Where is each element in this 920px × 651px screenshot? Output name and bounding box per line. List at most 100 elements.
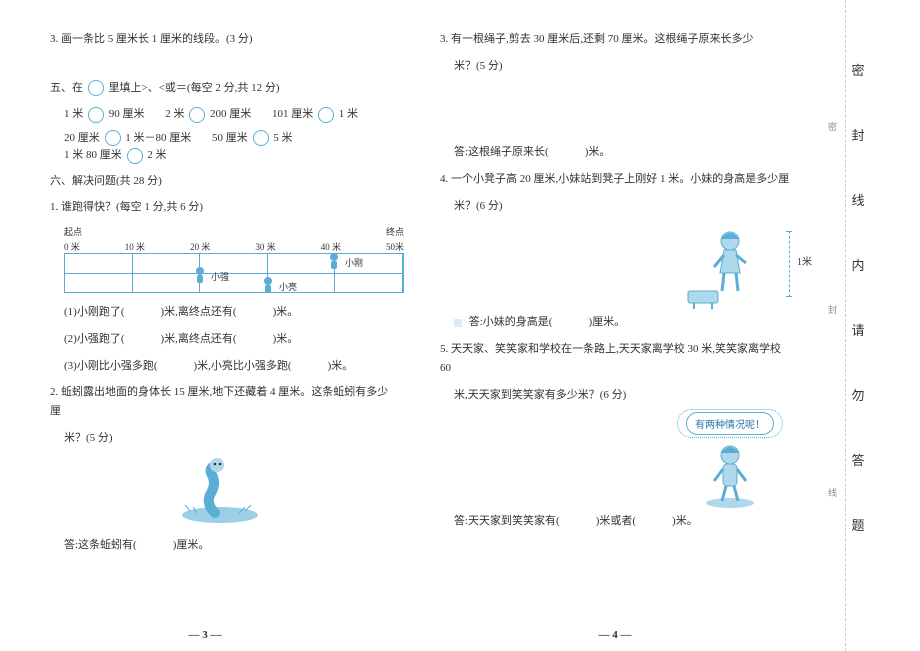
page-right: 3. 有一根绳子,剪去 30 厘米后,还剩 70 厘米。这根绳子原来长多少 米？… bbox=[410, 0, 820, 651]
circle-icon bbox=[189, 107, 205, 123]
margin-small-1: 密 bbox=[828, 120, 837, 133]
mc1: 密 bbox=[851, 60, 864, 79]
t: (1)小刚跑了( bbox=[64, 306, 125, 318]
comp-1b: 2 米 200 厘米 bbox=[165, 105, 251, 122]
q6-1: 1. 谁跑得快？(每空 1 分,共 6 分) bbox=[50, 198, 390, 217]
t: 答:这根绳子原来长( bbox=[454, 146, 549, 158]
runner-1-label: 小刚 bbox=[345, 256, 363, 269]
q4: 4. 一个小凳子高 20 厘米,小妹站到凳子上刚好 1 米。小妹的身高是多少厘 bbox=[440, 170, 790, 189]
t: )米,小亮比小强多跑( bbox=[194, 360, 292, 372]
t: )厘米。 bbox=[173, 539, 210, 551]
q4b: 米？(6 分) bbox=[440, 197, 790, 216]
comp-2b: 50 厘米 5 米 bbox=[212, 129, 293, 146]
circle-icon bbox=[318, 107, 334, 123]
comp-row-2: 20 厘米 1 米－80 厘米 50 厘米 5 米 1 米 80 厘米 2 米 bbox=[50, 129, 390, 164]
circle-icon bbox=[88, 107, 104, 123]
t: )米,离终点还有( bbox=[161, 306, 237, 318]
t: )米。 bbox=[672, 515, 698, 527]
q6-1-2: (2)小强跑了()米,离终点还有()米。 bbox=[50, 330, 390, 349]
nl-t2: 20 米 bbox=[190, 240, 210, 253]
boy-illustration: 有两种情况呢！ bbox=[670, 412, 790, 512]
t: 答:小妹的身高是( bbox=[469, 316, 553, 328]
mc8: 题 bbox=[851, 515, 864, 534]
nl-grid: 小刚 小强 小亮 bbox=[64, 253, 404, 293]
square-icon bbox=[454, 319, 462, 327]
runner-2: 小强 bbox=[191, 266, 211, 288]
comp-r: 2 米 bbox=[147, 149, 166, 161]
comp-l: 1 米 80 厘米 bbox=[64, 149, 122, 161]
worm-illustration bbox=[50, 455, 390, 528]
speech-bubble: 有两种情况呢！ bbox=[686, 412, 774, 435]
comp-2a: 20 厘米 1 米－80 厘米 bbox=[64, 129, 191, 146]
q3rb: 米？(5 分) bbox=[440, 57, 790, 76]
ans5: 答:天天家到笑笑家有( )米或者( )米。 bbox=[440, 512, 790, 531]
runner-3-label: 小亮 bbox=[279, 280, 297, 293]
t: )米,离终点还有( bbox=[161, 333, 237, 345]
comp-row-1: 1 米 90 厘米 2 米 200 厘米 101 厘米 1 米 bbox=[50, 105, 390, 122]
comp-2c: 1 米 80 厘米 2 米 bbox=[64, 146, 167, 163]
q5: 5. 天天家、笑笑家和学校在一条路上,天天家离学校 30 米,笑笑家离学校 60 bbox=[440, 340, 790, 377]
comp-l: 50 厘米 bbox=[212, 132, 248, 144]
mc3: 线 bbox=[851, 190, 864, 209]
nl-t0: 0 米 bbox=[64, 240, 80, 253]
nl-t1: 10 米 bbox=[125, 240, 145, 253]
page-left: 3. 画一条比 5 厘米长 1 厘米的线段。(3 分) 五、在 里填上>、<或＝… bbox=[0, 0, 410, 651]
q6-2: 2. 蚯蚓露出地面的身体长 15 厘米,地下还藏着 4 厘米。这条蚯蚓有多少厘 bbox=[50, 383, 390, 420]
comp-1c: 101 厘米 1 米 bbox=[272, 105, 358, 122]
comp-r: 1 米－80 厘米 bbox=[125, 132, 191, 144]
comp-l: 101 厘米 bbox=[272, 108, 313, 120]
q6-1-3: (3)小刚比小强多跑( )米,小亮比小强多跑( )米。 bbox=[50, 357, 390, 376]
circle-icon bbox=[253, 130, 269, 146]
page-number-left: — 3 — bbox=[189, 629, 222, 641]
comp-r: 5 米 bbox=[273, 132, 292, 144]
comp-r: 1 米 bbox=[339, 108, 358, 120]
t: (3)小刚比小强多跑( bbox=[64, 360, 158, 372]
q5b: 米,天天家到笑笑家有多少米？(6 分) bbox=[440, 386, 790, 405]
margin-small-2: 封 bbox=[828, 303, 837, 316]
nl-start: 起点 bbox=[64, 225, 82, 238]
comp-l: 1 米 bbox=[64, 108, 83, 120]
t: )厘米。 bbox=[588, 316, 625, 328]
mc6: 勿 bbox=[851, 385, 864, 404]
mc2: 封 bbox=[851, 125, 864, 144]
t: )米。 bbox=[328, 360, 354, 372]
mc7: 答 bbox=[851, 450, 864, 469]
page-number-right: — 4 — bbox=[599, 629, 632, 641]
nl-t5: 50米 bbox=[386, 240, 404, 253]
circle-icon bbox=[88, 80, 104, 96]
mc4: 内 bbox=[851, 255, 864, 274]
t: 答:天天家到笑笑家有( bbox=[454, 515, 560, 527]
margin-small-3: 线 bbox=[828, 486, 837, 499]
t: )米或者( bbox=[596, 515, 636, 527]
ans-2: 答:这条蚯蚓有( )厘米。 bbox=[50, 536, 390, 555]
sec5-t2: 里填上>、<或＝(每空 2 分,共 12 分) bbox=[109, 82, 280, 94]
nl-end: 终点 bbox=[386, 225, 404, 238]
runner-1: 小刚 bbox=[325, 252, 345, 274]
q6-1-1: (1)小刚跑了( )米,离终点还有( )米。 bbox=[50, 303, 390, 322]
comp-r: 90 厘米 bbox=[109, 108, 145, 120]
nl-t3: 30 米 bbox=[255, 240, 275, 253]
ans3: 答:这根绳子原来长( )米。 bbox=[440, 143, 790, 162]
comp-1a: 1 米 90 厘米 bbox=[64, 105, 145, 122]
height-label: 1米 bbox=[797, 253, 812, 268]
comp-r: 200 厘米 bbox=[210, 108, 251, 120]
circle-icon bbox=[127, 148, 143, 164]
t: )米。 bbox=[273, 306, 299, 318]
comp-l: 20 厘米 bbox=[64, 132, 100, 144]
runner-3: 小亮 bbox=[259, 276, 279, 298]
mc5: 请 bbox=[851, 320, 864, 339]
t: )米。 bbox=[585, 146, 611, 158]
q3-text: 3. 画一条比 5 厘米长 1 厘米的线段。(3 分) bbox=[50, 30, 390, 49]
q3r: 3. 有一根绳子,剪去 30 厘米后,还剩 70 厘米。这根绳子原来长多少 bbox=[440, 30, 790, 49]
t: 答:这条蚯蚓有( bbox=[64, 539, 137, 551]
sec5-title: 五、在 里填上>、<或＝(每空 2 分,共 12 分) bbox=[50, 79, 390, 98]
margin-inner: 密 封 线 bbox=[820, 0, 845, 651]
comp-l: 2 米 bbox=[165, 108, 184, 120]
margin-outer: 密 封 线 内 请 勿 答 题 bbox=[845, 0, 870, 651]
girl-illustration: 1米 bbox=[680, 223, 790, 313]
sec5-t1: 五、在 bbox=[50, 82, 83, 94]
t: )米。 bbox=[273, 333, 299, 345]
circle-icon bbox=[105, 130, 121, 146]
height-mark bbox=[789, 231, 790, 297]
number-line: 起点 终点 0 米 10 米 20 米 30 米 40 米 50米 小刚 小强 bbox=[64, 225, 404, 295]
